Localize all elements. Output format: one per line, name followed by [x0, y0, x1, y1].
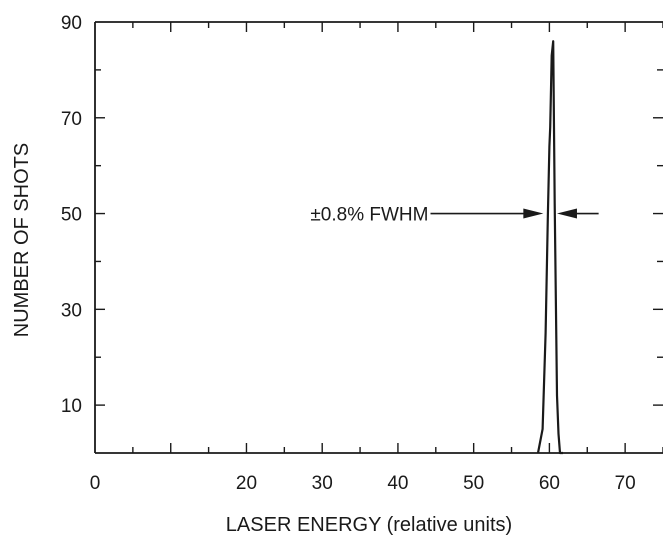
- plot-axes: [94, 21, 663, 454]
- energy-distribution-line: [536, 40, 563, 455]
- x-tick-label: 70: [615, 473, 636, 494]
- x-tick-label: 60: [539, 473, 560, 494]
- y-tick-label: 90: [61, 13, 82, 34]
- axis-ticks: [95, 22, 663, 453]
- y-axis-label: NUMBER OF SHOTS: [11, 143, 33, 337]
- x-tick-label: 0: [90, 473, 101, 494]
- x-tick-label: 30: [312, 473, 333, 494]
- x-axis-label: LASER ENERGY (relative units): [226, 514, 512, 536]
- y-tick-label: 70: [61, 109, 82, 130]
- x-tick-label: 20: [236, 473, 257, 494]
- fwhm-label: ±0.8% FWHM: [310, 205, 428, 226]
- y-tick-label: 50: [61, 205, 82, 226]
- y-tick-label: 10: [61, 396, 82, 417]
- fwhm-right-arrowhead: [556, 208, 577, 219]
- x-tick-label: 40: [387, 473, 408, 494]
- tick-labels: 0 20 30 40 50 60 70 10 30 50 70 90: [61, 13, 636, 494]
- fwhm-left-arrowhead: [523, 208, 544, 219]
- y-tick-label: 30: [61, 300, 82, 321]
- x-tick-label: 50: [463, 473, 484, 494]
- fwhm-annotation: ±0.8% FWHM: [310, 205, 599, 226]
